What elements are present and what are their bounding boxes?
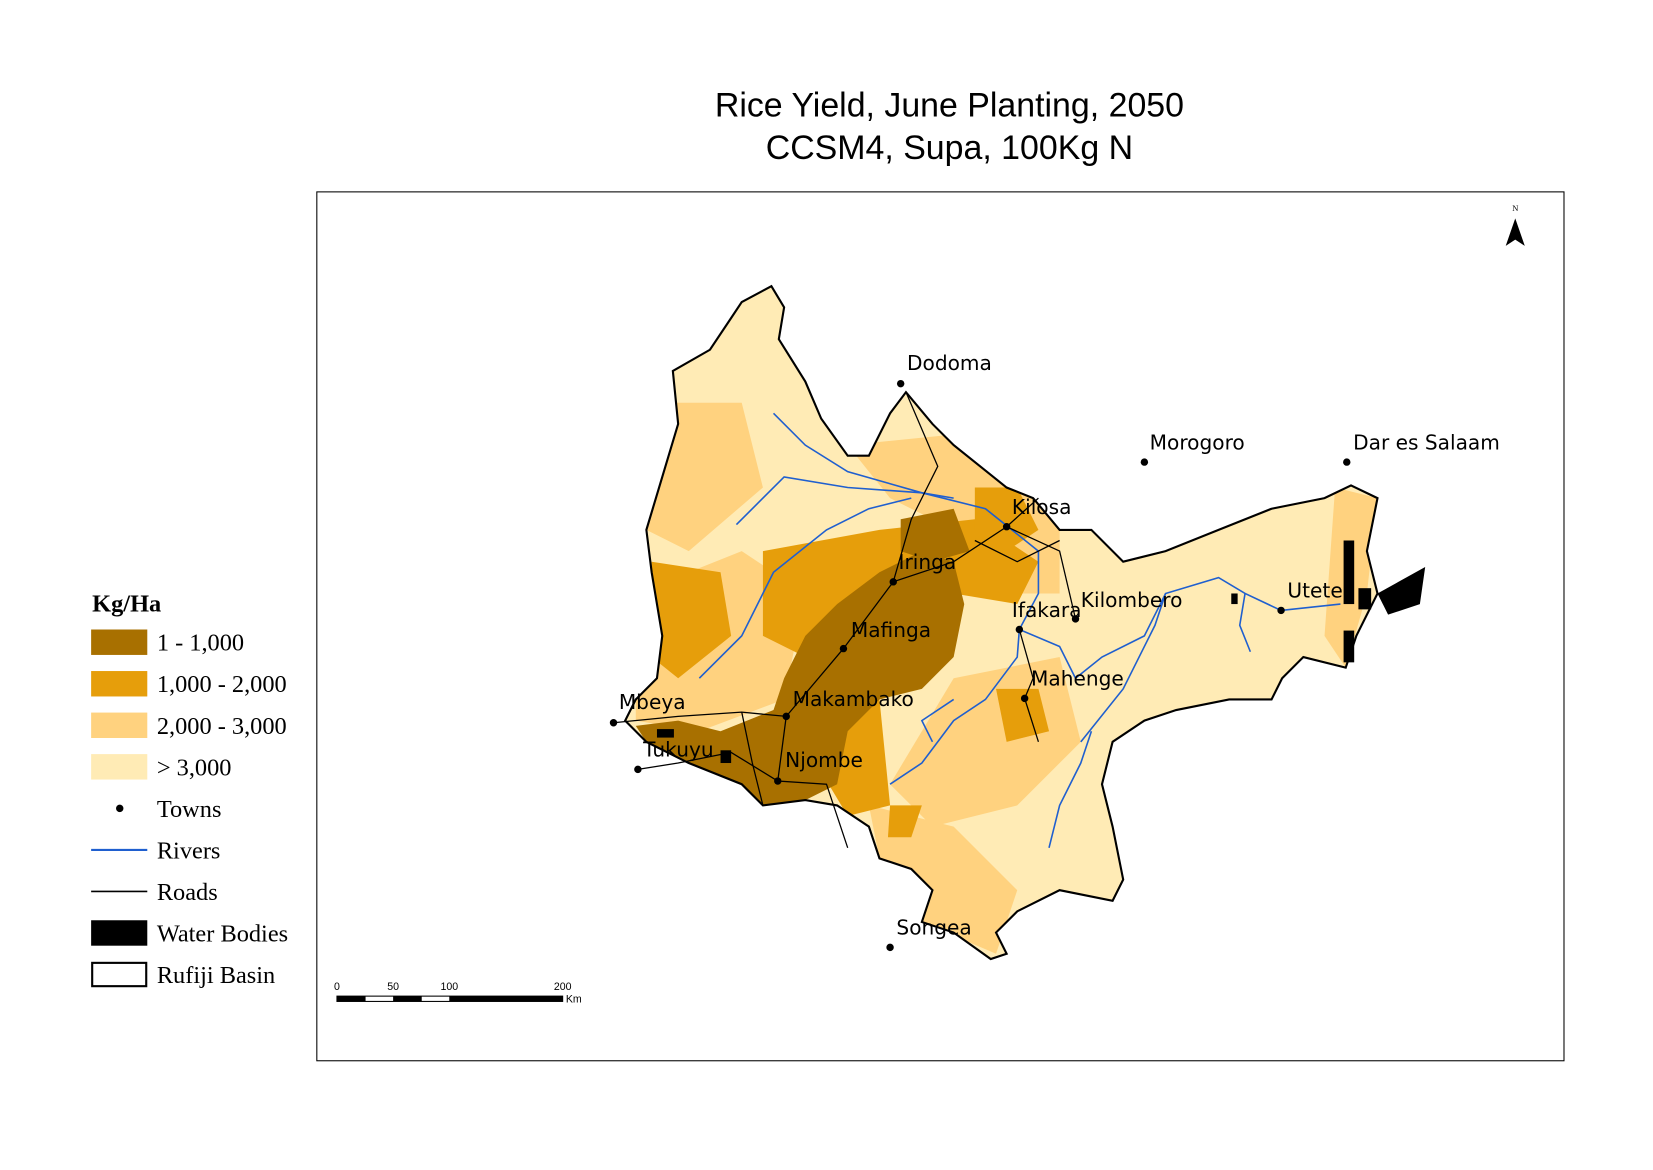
map-layer: Dodoma Morogoro Dar es Salaam Kilosa Iringa I… bbox=[334, 203, 1525, 1005]
legend-label: 1,000 - 2,000 bbox=[157, 671, 287, 698]
town-label: Makambako bbox=[793, 687, 914, 711]
legend-label: Rufiji Basin bbox=[157, 962, 275, 989]
road bbox=[1006, 526, 1077, 620]
water-body bbox=[1377, 566, 1426, 615]
scale-bar-segment bbox=[393, 996, 422, 1002]
north-label: N bbox=[1512, 203, 1518, 213]
basin-outline bbox=[623, 284, 1379, 961]
zone-1000-2000 bbox=[887, 805, 922, 838]
zone-2000-3000 bbox=[868, 805, 1018, 954]
town-dot bbox=[1343, 458, 1351, 466]
town-label: Njombe bbox=[785, 748, 863, 772]
town-label: Mbeya bbox=[619, 690, 686, 714]
legend-swatch bbox=[91, 754, 148, 780]
legend-town-symbol bbox=[116, 804, 124, 813]
scale-bar-segment bbox=[449, 996, 563, 1002]
town-dot bbox=[782, 712, 790, 721]
map-subtitle: CCSM4, Supa, 100Kg N bbox=[766, 129, 1133, 167]
town-label: Mafinga bbox=[851, 618, 931, 642]
zone-1000-2000 bbox=[974, 487, 1039, 552]
road bbox=[637, 751, 779, 782]
river bbox=[1080, 593, 1167, 743]
town-dot bbox=[886, 943, 894, 952]
water-body bbox=[1231, 593, 1238, 605]
legend-label: Water Bodies bbox=[157, 920, 288, 947]
river bbox=[698, 497, 912, 679]
legend-swatch bbox=[91, 920, 148, 946]
legend-swatch bbox=[91, 712, 148, 739]
town-label: Kilombero bbox=[1081, 588, 1183, 612]
road bbox=[892, 391, 939, 582]
legend-swatch bbox=[91, 671, 148, 697]
zone-1-1000 bbox=[635, 551, 965, 806]
road bbox=[741, 712, 764, 806]
water-body bbox=[656, 729, 674, 738]
yield-zones bbox=[635, 402, 1378, 954]
town-dot bbox=[774, 777, 782, 785]
town-label: Kilosa bbox=[1012, 495, 1072, 519]
legend-label: Roads bbox=[157, 879, 218, 906]
scale-label: 50 bbox=[387, 981, 399, 993]
river bbox=[1238, 593, 1252, 653]
zone-1-1000 bbox=[900, 508, 970, 562]
town-label: Utete bbox=[1287, 579, 1342, 603]
scale-label: 200 bbox=[554, 981, 572, 993]
legend: Kg/Ha 1 - 1,000 1,000 - 2,000 2,000 - 3,000… bbox=[91, 590, 288, 989]
town-label: Iringa bbox=[899, 550, 957, 574]
scale-label: 0 bbox=[334, 981, 340, 993]
legend-label: Rivers bbox=[157, 837, 221, 864]
zone-1000-2000 bbox=[651, 561, 732, 679]
town-dot bbox=[634, 765, 642, 774]
town-dot bbox=[1002, 523, 1011, 531]
water-body bbox=[1358, 588, 1372, 610]
town-dot bbox=[1071, 615, 1080, 623]
scale-unit: Km bbox=[566, 993, 582, 1005]
river bbox=[735, 476, 954, 526]
scale-label: 100 bbox=[440, 981, 458, 993]
town-label: Mahenge bbox=[1031, 667, 1124, 691]
legend-label: > 3,000 bbox=[157, 754, 232, 781]
map-title: Rice Yield, June Planting, 2050 bbox=[715, 87, 1184, 125]
town-dot bbox=[1020, 694, 1029, 703]
legend-title: Kg/Ha bbox=[92, 590, 161, 617]
water-body bbox=[720, 750, 732, 764]
scale-bar-segment bbox=[336, 996, 366, 1002]
road bbox=[777, 716, 849, 848]
legend-label: Towns bbox=[157, 796, 222, 823]
town-label: Tukuyu bbox=[642, 738, 713, 762]
legend-swatch bbox=[91, 961, 148, 988]
zone-1000-2000 bbox=[996, 688, 1050, 742]
legend-label: 1 - 1,000 bbox=[157, 630, 244, 657]
town-label: Dar es Salaam bbox=[1353, 430, 1500, 454]
town-dot bbox=[609, 719, 618, 727]
river bbox=[889, 629, 1021, 785]
road bbox=[974, 539, 1060, 563]
north-arrow bbox=[1505, 218, 1525, 246]
river bbox=[920, 698, 955, 743]
river bbox=[1048, 730, 1093, 848]
town-dot bbox=[1277, 606, 1285, 615]
town-dot bbox=[1140, 458, 1149, 466]
road bbox=[1018, 629, 1040, 743]
legend-label: 2,000 - 3,000 bbox=[157, 713, 287, 740]
town-dot bbox=[889, 578, 897, 586]
river bbox=[772, 412, 923, 494]
town-label: Morogoro bbox=[1150, 430, 1245, 454]
legend-swatch bbox=[91, 629, 148, 655]
town-label: Ifakara bbox=[1012, 598, 1082, 622]
zone-2000-3000 bbox=[646, 402, 763, 552]
river bbox=[1019, 576, 1341, 680]
town-label: Dodoma bbox=[907, 351, 992, 375]
town-dot bbox=[839, 644, 848, 653]
town-label: Songea bbox=[896, 916, 971, 940]
town-dot bbox=[1015, 625, 1024, 634]
water-body bbox=[1343, 630, 1355, 663]
town-dot bbox=[896, 379, 905, 388]
water-body bbox=[1343, 540, 1355, 605]
